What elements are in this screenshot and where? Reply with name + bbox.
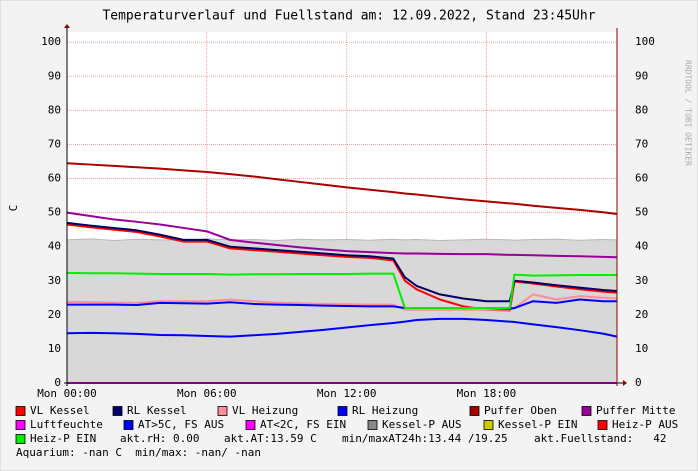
legend-label: RL Heizung: [352, 404, 418, 417]
axis-arrow: [64, 24, 70, 28]
line: [66, 211, 618, 259]
y-tick-label: 10: [48, 342, 61, 355]
y-tick-label: 90: [48, 69, 61, 82]
legend-swatch: [123, 420, 134, 430]
chart-title: Temperaturverlauf und Fuellstand am: 12.…: [102, 9, 595, 24]
legend-swatch: [469, 406, 480, 416]
legend-label: RL Kessel: [127, 404, 187, 417]
x-tick-label: Mon 00:00: [37, 387, 97, 400]
watermark: RRDTOOL / TOBI OETIKER: [684, 60, 693, 166]
axis-arrow: [623, 380, 627, 386]
note: akt.AT:13.59 C: [224, 432, 317, 445]
legend-label: Kessel-P EIN: [498, 418, 577, 431]
y2-tick-label: 10: [635, 342, 648, 355]
line: [66, 221, 618, 303]
y2-tick-label: 100: [635, 35, 655, 48]
y2-tick-label: 80: [635, 103, 648, 116]
y-tick-label: 50: [48, 206, 61, 219]
legend-swatch: [367, 420, 378, 430]
legend-swatch: [15, 434, 26, 444]
y-tick-label: 0: [54, 376, 61, 389]
legend-label: VL Kessel: [30, 404, 90, 417]
y2-tick-label: 50: [635, 206, 648, 219]
y-tick-label: 20: [48, 308, 61, 321]
y-axis-label: C: [7, 205, 20, 212]
y2-tick-label: 30: [635, 274, 648, 287]
legend-label: Luftfeuchte: [30, 418, 103, 431]
axes: 0 0 10 10 20 20 30 30 40 40 50 50 60 60 70 70 80 80 90 90 10…: [37, 24, 655, 400]
y2-tick-label: 0: [635, 376, 642, 389]
note: min/maxAT24h:13.44 /19.25: [342, 432, 508, 445]
legend-label: Puffer Mitte: [596, 404, 675, 417]
y-tick-label: 30: [48, 274, 61, 287]
legend-label: VL Heizung: [232, 404, 298, 417]
marks: [66, 162, 618, 384]
y2-tick-label: 60: [635, 172, 648, 185]
legend-swatch: [581, 406, 592, 416]
line: [66, 293, 618, 311]
legend-swatch: [337, 406, 348, 416]
x-tick-label: Mon 06:00: [177, 387, 237, 400]
line: [66, 162, 618, 215]
legend-swatch: [15, 420, 26, 430]
y2-tick-label: 40: [635, 240, 648, 253]
legend-label: Heiz-P EIN: [30, 432, 96, 445]
y2-tick-label: 70: [635, 137, 648, 150]
line: [66, 317, 618, 338]
y-tick-label: 100: [41, 35, 61, 48]
line: [66, 271, 617, 310]
legend: VL Kessel RL Kessel VL Heizung RL Heizung Pu…: [15, 404, 678, 459]
legend-label: Heiz-P AUS: [612, 418, 678, 431]
legend-swatch: [217, 406, 228, 416]
y2-tick-label: 20: [635, 308, 648, 321]
legend-label: AT<2C, FS EIN: [260, 418, 346, 431]
y-tick-label: 40: [48, 240, 61, 253]
legend-swatch: [483, 420, 494, 430]
x-tick-label: Mon 12:00: [317, 387, 377, 400]
x-tick-label: Mon 18:00: [457, 387, 517, 400]
legend-swatch: [112, 406, 123, 416]
legend-label: Puffer Oben: [484, 404, 557, 417]
note: akt.rH: 0.00: [120, 432, 199, 445]
legend-swatch: [15, 406, 26, 416]
legend-swatch: [597, 420, 608, 430]
y-tick-label: 70: [48, 137, 61, 150]
note: Aquarium: -nan C min/max: -nan/ -nan: [16, 446, 261, 459]
legend-label: AT>5C, FS AUS: [138, 418, 224, 431]
y2-tick-label: 90: [635, 69, 648, 82]
legend-label: Kessel-P AUS: [382, 418, 461, 431]
note: akt.Fuellstand: 42: [534, 432, 666, 445]
legend-swatch: [245, 420, 256, 430]
area: [66, 238, 618, 384]
y-tick-label: 80: [48, 103, 61, 116]
line: [67, 298, 617, 310]
y-tick-label: 60: [48, 172, 61, 185]
